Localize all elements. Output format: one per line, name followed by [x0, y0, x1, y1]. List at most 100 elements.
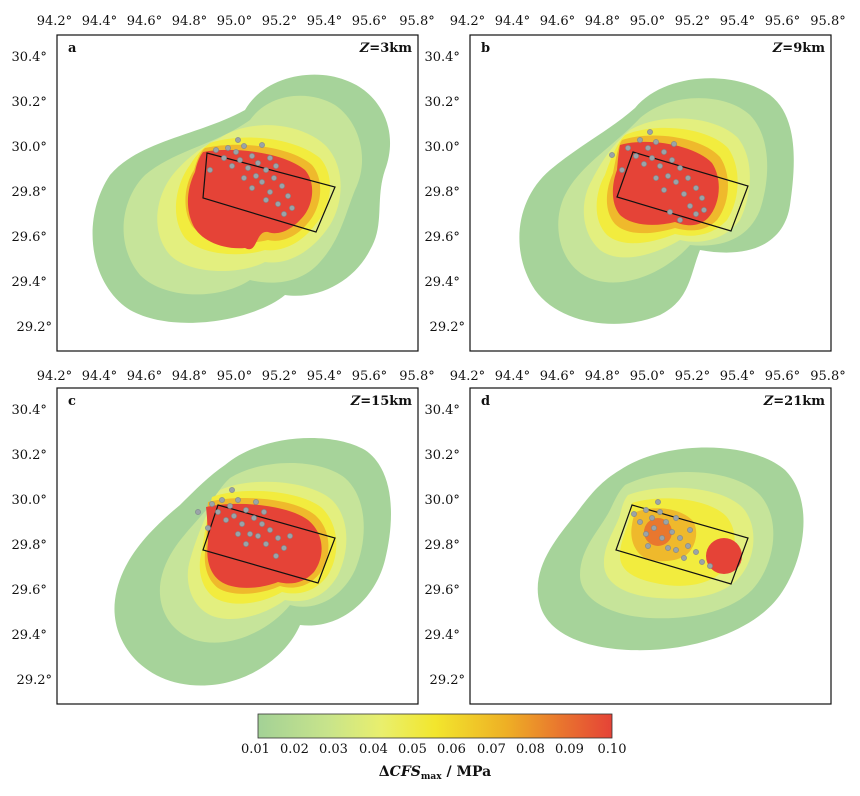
- x-tick: 95.6°: [765, 14, 800, 29]
- x-tick: 95.4°: [720, 369, 755, 384]
- x-tick: 95.4°: [307, 369, 342, 384]
- x-tick: 95.2°: [262, 14, 297, 29]
- y-tick: 30.0°: [11, 140, 46, 155]
- y-tick: 30.0°: [424, 140, 459, 155]
- depth-label: Z=3km: [359, 41, 412, 56]
- depth-label: Z=21km: [763, 394, 825, 409]
- y-tick: 29.8°: [11, 538, 46, 553]
- panel-label: c: [68, 394, 76, 409]
- panel-b: 94.2° 94.4° 94.6° 94.8° 95.0° 95.2° 95.4…: [424, 10, 846, 352]
- y-tick: 29.4°: [424, 275, 459, 290]
- y-tick: 30.0°: [11, 493, 46, 508]
- aftershock-cluster: [195, 487, 293, 559]
- y-tick: 30.4°: [424, 50, 459, 65]
- colorbar-tick: 0.08: [516, 742, 545, 757]
- x-tick: 94.2°: [450, 369, 485, 384]
- y-tick: 29.6°: [11, 230, 46, 245]
- fault-rectangle: [202, 504, 336, 584]
- y-tick-labels: 30.4° 30.2° 30.0° 29.8° 29.6° 29.4° 29.2…: [11, 399, 52, 688]
- x-tick: 94.4°: [82, 369, 117, 384]
- depth-label: Z=15km: [350, 394, 412, 409]
- x-tick: 94.8°: [172, 14, 207, 29]
- y-tick: 29.2°: [430, 673, 465, 688]
- colorbar-tick: 0.03: [319, 742, 348, 757]
- aftershock-cluster: [207, 137, 295, 217]
- stress-contours: [519, 78, 794, 324]
- aftershock-cluster: [609, 129, 707, 223]
- y-tick: 30.2°: [11, 448, 46, 463]
- x-tick: 94.6°: [127, 369, 162, 384]
- y-tick: 29.4°: [11, 275, 46, 290]
- depth-label: Z=9km: [772, 41, 825, 56]
- y-tick-labels: 30.4° 30.2° 30.0° 29.8° 29.6° 29.4° 29.2…: [424, 399, 465, 688]
- colorbar-tick: 0.02: [280, 742, 309, 757]
- x-tick: 95.2°: [675, 369, 710, 384]
- fault-rectangle: [615, 504, 749, 585]
- x-tick: 95.6°: [352, 14, 387, 29]
- fault-rectangle: [616, 151, 749, 232]
- x-tick-labels: 94.2° 94.4° 94.6° 94.8° 95.0° 95.2° 95.4…: [450, 365, 846, 384]
- colorbar-tick: 0.05: [398, 742, 427, 757]
- x-tick: 95.4°: [720, 14, 755, 29]
- x-tick: 95.0°: [217, 369, 252, 384]
- x-tick: 94.2°: [37, 14, 72, 29]
- y-tick-labels: 30.4° 30.2° 30.0° 29.8° 29.6° 29.4° 29.2…: [11, 46, 52, 335]
- x-tick: 95.6°: [765, 369, 800, 384]
- y-tick: 29.6°: [424, 230, 459, 245]
- panel-a: 94.2° 94.4° 94.6° 94.8° 95.0° 95.2° 95.4…: [11, 10, 435, 352]
- y-tick: 29.8°: [11, 185, 46, 200]
- panel-label: b: [481, 41, 490, 56]
- x-tick: 94.2°: [37, 369, 72, 384]
- colorbar-tick: 0.06: [437, 742, 466, 757]
- colorbar-tick: 0.01: [241, 742, 270, 757]
- y-tick: 29.6°: [11, 583, 46, 598]
- y-tick-labels: 30.4° 30.2° 30.0° 29.8° 29.6° 29.4° 29.2…: [424, 46, 465, 335]
- stress-contours: [92, 74, 391, 323]
- colorbar: 0.01 0.02 0.03 0.04 0.05 0.06 0.07 0.08 …: [241, 713, 627, 782]
- y-tick: 29.2°: [17, 320, 52, 335]
- colorbar-tick: 0.09: [555, 742, 584, 757]
- x-tick-labels: 94.2° 94.4° 94.6° 94.8° 95.0° 95.2° 95.4…: [37, 365, 435, 384]
- x-tick: 94.6°: [127, 14, 162, 29]
- y-tick: 29.6°: [424, 583, 459, 598]
- x-tick: 94.4°: [82, 14, 117, 29]
- y-tick: 29.4°: [11, 628, 46, 643]
- x-tick: 95.8°: [399, 369, 434, 384]
- y-tick: 30.0°: [424, 493, 459, 508]
- y-tick: 30.2°: [424, 448, 459, 463]
- x-tick: 94.8°: [585, 14, 620, 29]
- colorbar-tick: 0.07: [477, 742, 506, 757]
- panel-label: d: [481, 394, 490, 409]
- x-tick: 95.2°: [675, 14, 710, 29]
- colorbar-tick-labels: 0.01 0.02 0.03 0.04 0.05 0.06 0.07 0.08 …: [241, 738, 627, 757]
- panel-c: 94.2° 94.4° 94.6° 94.8° 95.0° 95.2° 95.4…: [11, 365, 435, 705]
- y-tick: 30.2°: [424, 95, 459, 110]
- map-frame: [56, 387, 419, 705]
- panel-label: a: [68, 41, 77, 56]
- colorbar-tick: 0.10: [598, 742, 627, 757]
- panel-d: 94.2° 94.4° 94.6° 94.8° 95.0° 95.2° 95.4…: [424, 365, 846, 705]
- y-tick: 29.8°: [424, 538, 459, 553]
- x-tick: 94.2°: [450, 14, 485, 29]
- x-tick-labels: 94.2° 94.4° 94.6° 94.8° 95.0° 95.2° 95.4…: [37, 10, 435, 29]
- x-tick: 95.2°: [262, 369, 297, 384]
- map-frame: [56, 34, 419, 352]
- x-tick: 95.6°: [352, 369, 387, 384]
- colorbar-tick: 0.04: [359, 742, 388, 757]
- stress-contours: [114, 438, 391, 686]
- y-tick: 29.2°: [430, 320, 465, 335]
- aftershock-cluster: [631, 499, 713, 569]
- x-tick: 95.0°: [630, 369, 665, 384]
- x-tick-labels: 94.2° 94.4° 94.6° 94.8° 95.0° 95.2° 95.4…: [450, 10, 846, 29]
- x-tick: 95.8°: [810, 369, 845, 384]
- x-tick: 95.0°: [217, 14, 252, 29]
- x-tick: 95.4°: [307, 14, 342, 29]
- fault-rectangle: [202, 152, 336, 233]
- map-frame: [469, 387, 832, 705]
- x-tick: 95.8°: [399, 14, 434, 29]
- x-tick: 94.8°: [585, 369, 620, 384]
- y-tick: 29.4°: [424, 628, 459, 643]
- x-tick: 94.4°: [495, 369, 530, 384]
- map-frame: [469, 34, 832, 352]
